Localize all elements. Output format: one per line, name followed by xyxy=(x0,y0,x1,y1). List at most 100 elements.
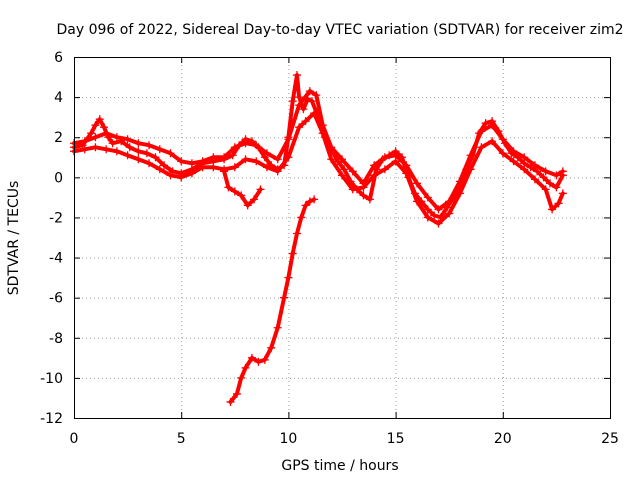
data-point xyxy=(241,363,250,372)
data-point xyxy=(273,323,282,332)
y-tick-label: 4 xyxy=(54,90,63,106)
y-tick-label: -4 xyxy=(49,251,63,267)
data-point xyxy=(252,157,261,166)
data-point xyxy=(228,151,237,160)
data-point xyxy=(305,197,314,206)
data-point xyxy=(340,165,349,174)
data-point xyxy=(288,249,297,258)
x-tick-label: 0 xyxy=(70,431,79,447)
data-point xyxy=(380,165,389,174)
data-point xyxy=(554,199,563,208)
data-point xyxy=(509,147,518,156)
data-point xyxy=(284,273,293,282)
x-tick-label: 25 xyxy=(601,431,619,447)
data-point xyxy=(312,91,321,100)
data-point xyxy=(260,153,269,162)
data-point xyxy=(348,167,357,176)
x-tick-label: 10 xyxy=(279,431,297,447)
data-point xyxy=(292,229,301,238)
data-point xyxy=(232,389,241,398)
data-point xyxy=(247,353,256,362)
y-tick-label: 2 xyxy=(54,130,63,146)
data-point xyxy=(466,151,475,160)
data-point xyxy=(526,163,535,172)
series-layer xyxy=(70,71,567,406)
data-point xyxy=(155,165,164,174)
data-point xyxy=(434,205,443,214)
data-point xyxy=(123,135,132,144)
data-point xyxy=(541,167,550,176)
data-point xyxy=(430,211,439,220)
data-point xyxy=(226,397,235,406)
data-point xyxy=(145,141,154,150)
y-tick-label: -12 xyxy=(40,411,63,427)
data-point xyxy=(541,185,550,194)
data-point xyxy=(241,155,250,164)
chart-title: Day 096 of 2022, Sidereal Day-to-day VTE… xyxy=(57,22,624,38)
data-point xyxy=(305,87,314,96)
data-point xyxy=(80,137,89,146)
data-point xyxy=(327,155,336,164)
data-point xyxy=(224,183,233,192)
data-point xyxy=(91,143,100,152)
series-deep-excursion xyxy=(228,197,317,404)
data-point xyxy=(466,165,475,174)
data-point xyxy=(241,139,250,148)
data-point xyxy=(134,155,143,164)
data-point xyxy=(166,171,175,180)
data-point xyxy=(359,191,368,200)
data-point xyxy=(295,93,304,102)
data-point xyxy=(370,171,379,180)
data-point xyxy=(295,123,304,132)
data-point xyxy=(299,105,308,114)
x-tick-label: 15 xyxy=(387,431,405,447)
data-point xyxy=(423,213,432,222)
series-lower-band xyxy=(72,111,565,226)
data-point xyxy=(209,163,218,172)
data-point xyxy=(280,293,289,302)
data-point xyxy=(545,179,554,188)
data-point xyxy=(187,169,196,178)
data-point xyxy=(445,209,454,218)
data-point xyxy=(558,167,567,176)
data-point xyxy=(243,201,252,210)
data-point xyxy=(230,187,239,196)
data-point xyxy=(134,139,143,148)
data-point xyxy=(338,171,346,180)
data-point xyxy=(102,145,111,154)
data-point xyxy=(477,127,486,136)
data-point xyxy=(455,189,464,198)
data-point xyxy=(112,147,121,156)
x-tick-label: 5 xyxy=(177,431,186,447)
y-tick-label: -10 xyxy=(40,371,63,387)
data-point xyxy=(145,159,154,168)
data-point xyxy=(155,145,164,154)
plot-frame xyxy=(74,57,611,419)
data-point xyxy=(220,153,229,162)
data-point xyxy=(262,163,271,172)
data-point xyxy=(112,133,121,142)
data-point xyxy=(230,163,239,172)
data-point xyxy=(100,123,109,132)
y-tick-label: 6 xyxy=(54,50,63,66)
data-point xyxy=(108,139,117,148)
data-point xyxy=(307,97,316,106)
data-point xyxy=(260,355,269,364)
data-point xyxy=(292,71,301,80)
data-point xyxy=(318,129,327,138)
data-point xyxy=(434,219,443,228)
tick-layer: 0 5 10 15 20 25 -12 -10 -8 -6 -4 -2 0 2 4 6 xyxy=(40,50,619,447)
data-point xyxy=(87,129,96,138)
data-point xyxy=(166,149,175,158)
data-point xyxy=(455,177,464,186)
y-axis-label: SDTVAR / TECUs xyxy=(6,181,22,296)
data-point xyxy=(284,153,293,162)
data-point xyxy=(220,167,229,176)
data-point xyxy=(297,213,306,222)
data-point xyxy=(237,191,246,200)
data-point xyxy=(359,183,368,192)
data-point xyxy=(262,149,271,158)
data-point xyxy=(187,159,196,168)
data-point xyxy=(267,343,276,352)
